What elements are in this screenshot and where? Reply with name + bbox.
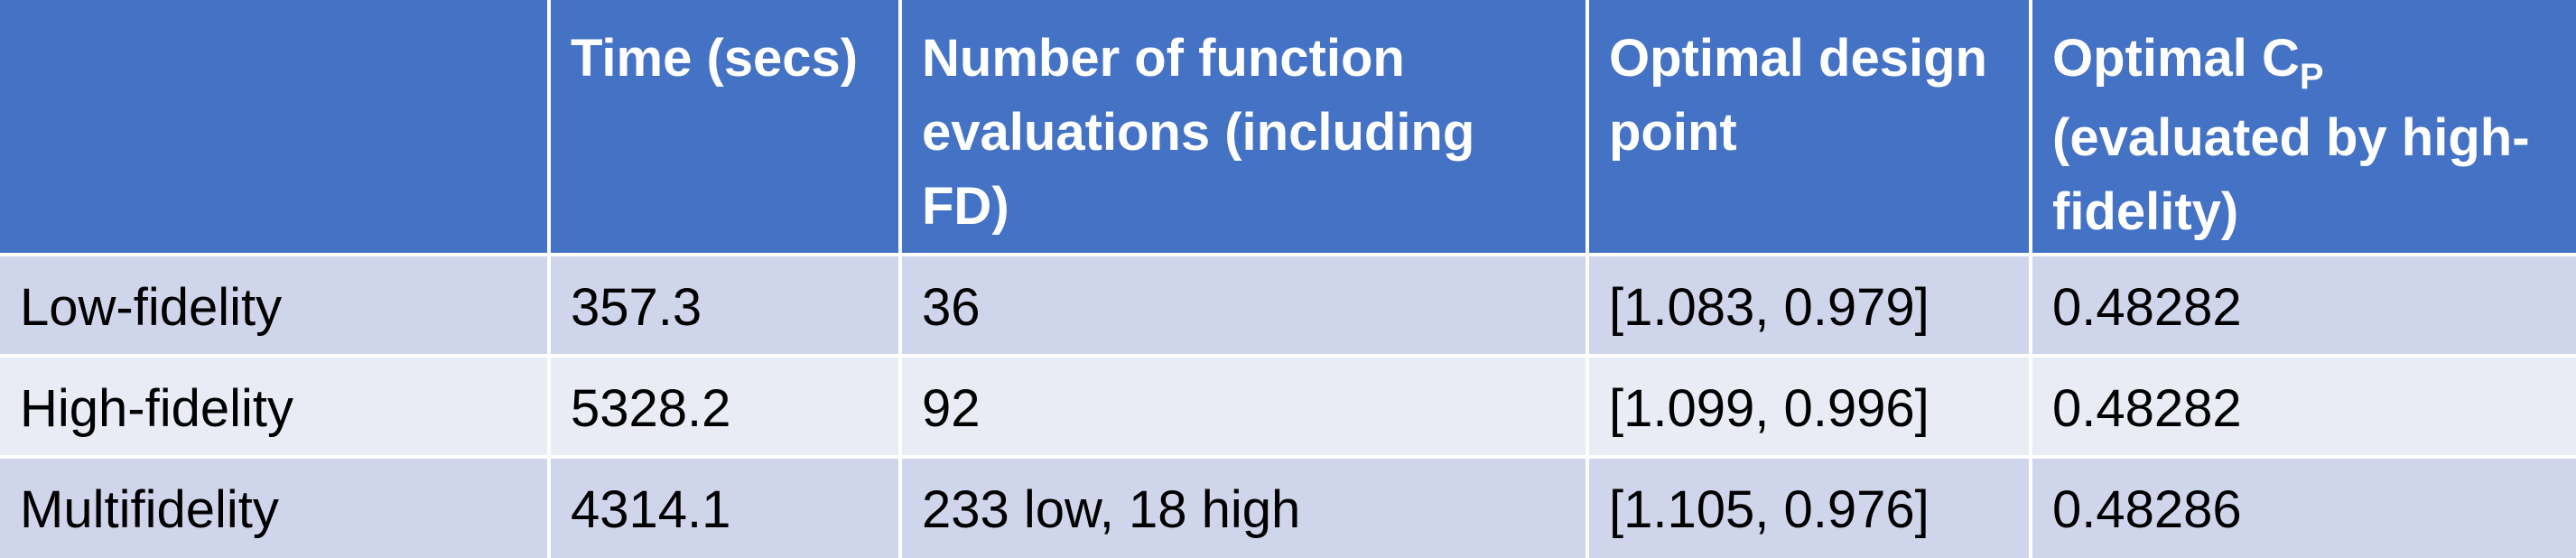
cell-method: High-fidelity — [0, 354, 551, 459]
table-header: Time (secs) Number of function evaluatio… — [0, 0, 2576, 256]
table-row: High-fidelity 5328.2 92 [1.099, 0.996] 0… — [0, 354, 2576, 459]
cell-function-evaluations: 92 — [898, 354, 1589, 459]
header-row: Time (secs) Number of function evaluatio… — [0, 0, 2576, 256]
header-time: Time (secs) — [547, 0, 902, 256]
header-optimal-design-point: Optimal design point — [1586, 0, 2032, 256]
cell-optimal-cp: 0.48282 — [2029, 253, 2576, 358]
cell-method: Low-fidelity — [0, 253, 551, 358]
header-method — [0, 0, 551, 256]
cell-time: 357.3 — [547, 253, 902, 358]
cell-design-point: [1.105, 0.976] — [1586, 455, 2032, 558]
cell-time: 4314.1 — [547, 455, 902, 558]
cell-function-evaluations: 36 — [898, 253, 1589, 358]
cell-time: 5328.2 — [547, 354, 902, 459]
cell-optimal-cp: 0.48282 — [2029, 354, 2576, 459]
header-function-evaluations: Number of function evaluations (includin… — [898, 0, 1589, 256]
cell-function-evaluations: 233 low, 18 high — [898, 455, 1589, 558]
header-cp-label: Optimal C — [2052, 29, 2300, 88]
header-optimal-cp: Optimal CP (evaluated by high-fidelity) — [2029, 0, 2576, 256]
cell-optimal-cp: 0.48286 — [2029, 455, 2576, 558]
table-body: Low-fidelity 357.3 36 [1.083, 0.979] 0.4… — [0, 253, 2576, 558]
cell-method: Multifidelity — [0, 455, 551, 558]
cell-design-point: [1.099, 0.996] — [1586, 354, 2032, 459]
table-row: Low-fidelity 357.3 36 [1.083, 0.979] 0.4… — [0, 253, 2576, 358]
table-row: Multifidelity 4314.1 233 low, 18 high [1… — [0, 455, 2576, 558]
header-cp-subscript: P — [2299, 57, 2324, 97]
header-cp-note: (evaluated by high-fidelity) — [2052, 108, 2530, 241]
cell-design-point: [1.083, 0.979] — [1586, 253, 2032, 358]
